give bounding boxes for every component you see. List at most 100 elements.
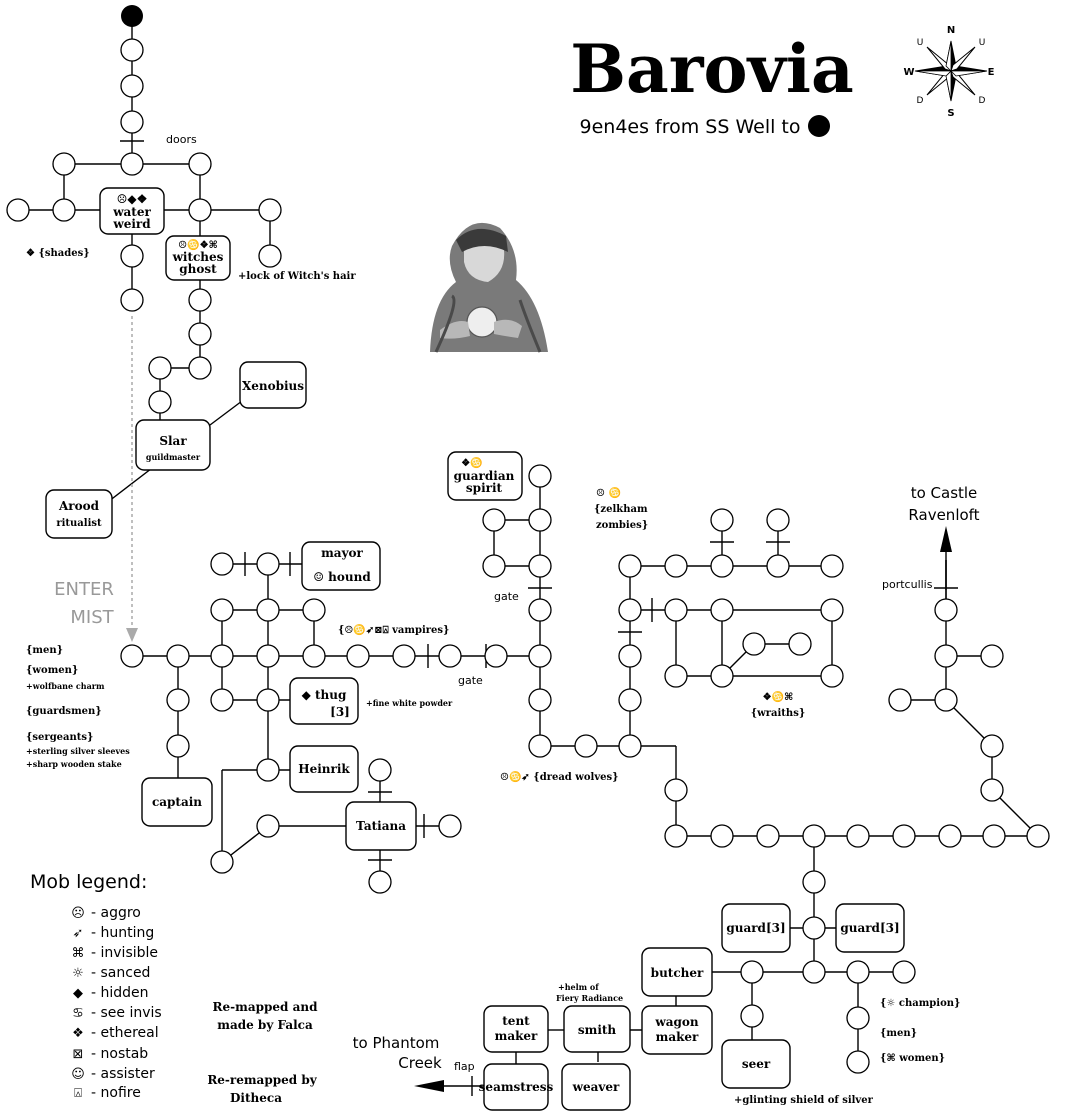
room[interactable] [368,870,392,894]
exit-arrow-left-icon[interactable] [414,1080,444,1092]
room[interactable] [846,960,870,984]
room[interactable] [368,758,392,782]
room-enter[interactable] [120,644,144,668]
room[interactable] [766,554,790,578]
room[interactable] [302,644,326,668]
room[interactable] [210,688,234,712]
room[interactable] [52,152,76,176]
room[interactable] [618,734,642,758]
room[interactable] [802,870,826,894]
room[interactable] [710,508,734,532]
room[interactable] [120,38,144,62]
room[interactable] [802,824,826,848]
room[interactable] [346,644,370,668]
room[interactable] [788,632,812,656]
room[interactable] [820,554,844,578]
room[interactable] [892,960,916,984]
room[interactable] [166,688,190,712]
room[interactable] [256,598,280,622]
room[interactable] [302,598,326,622]
room[interactable] [934,644,958,668]
room[interactable] [664,554,688,578]
room[interactable] [120,244,144,268]
room[interactable] [120,152,144,176]
room[interactable] [710,598,734,622]
room[interactable] [210,644,234,668]
room[interactable] [756,824,780,848]
room[interactable] [148,356,172,380]
room[interactable] [938,824,962,848]
room[interactable] [188,152,212,176]
room[interactable] [528,644,552,668]
room[interactable] [664,598,688,622]
room[interactable] [392,644,416,668]
room[interactable] [664,664,688,688]
room[interactable] [766,508,790,532]
room[interactable] [980,734,1004,758]
room[interactable] [980,644,1004,668]
room[interactable] [618,688,642,712]
room[interactable] [256,644,280,668]
room[interactable] [188,198,212,222]
room[interactable] [256,758,280,782]
room[interactable] [740,960,764,984]
room[interactable] [846,1006,870,1030]
room[interactable] [120,74,144,98]
room[interactable] [528,554,552,578]
room[interactable] [528,508,552,532]
room[interactable] [258,198,282,222]
room[interactable] [618,644,642,668]
room[interactable] [980,778,1004,802]
room[interactable] [574,734,598,758]
room[interactable] [484,644,508,668]
room[interactable] [438,814,462,838]
room-start[interactable] [121,5,143,27]
room[interactable] [120,110,144,134]
room[interactable] [802,960,826,984]
room[interactable] [210,598,234,622]
room[interactable] [188,288,212,312]
room[interactable] [664,824,688,848]
room[interactable] [210,850,234,874]
room[interactable] [166,644,190,668]
room[interactable] [6,198,30,222]
room[interactable] [934,688,958,712]
room[interactable] [618,554,642,578]
room[interactable] [982,824,1006,848]
room[interactable] [256,814,280,838]
room[interactable] [892,824,916,848]
room[interactable] [802,916,826,940]
room[interactable] [120,288,144,312]
room[interactable] [482,508,506,532]
room[interactable] [664,778,688,802]
room[interactable] [846,1050,870,1074]
room[interactable] [166,734,190,758]
room[interactable] [820,598,844,622]
room[interactable] [820,664,844,688]
room[interactable] [934,598,958,622]
exit-arrow-up-icon[interactable] [940,526,952,552]
room[interactable] [710,824,734,848]
room[interactable] [742,632,766,656]
room[interactable] [52,198,76,222]
room[interactable] [188,356,212,380]
room[interactable] [888,688,912,712]
room[interactable] [438,644,462,668]
room[interactable] [256,552,280,576]
room[interactable] [618,598,642,622]
room[interactable] [528,688,552,712]
room[interactable] [1026,824,1050,848]
room[interactable] [528,464,552,488]
room[interactable] [740,1004,764,1028]
room[interactable] [528,734,552,758]
room[interactable] [482,554,506,578]
room[interactable] [710,554,734,578]
room[interactable] [188,322,212,346]
room[interactable] [148,390,172,414]
room[interactable] [258,244,282,268]
room[interactable] [256,688,280,712]
room[interactable] [528,598,552,622]
room[interactable] [710,664,734,688]
room[interactable] [846,824,870,848]
room[interactable] [210,552,234,576]
